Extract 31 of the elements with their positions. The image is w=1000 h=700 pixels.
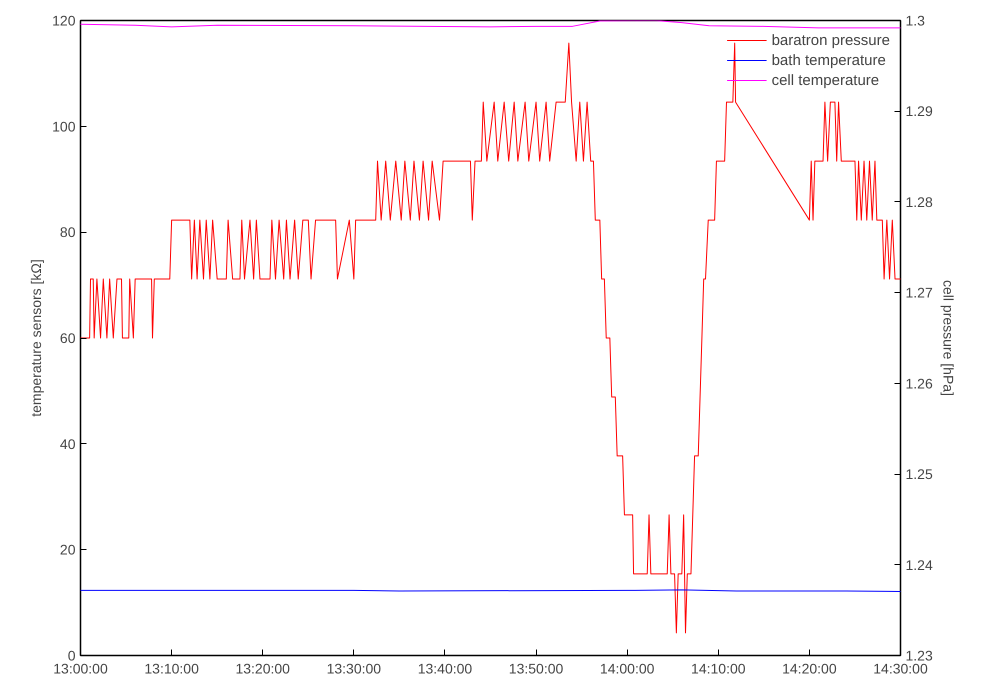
x-tick-label: 13:50:00	[508, 660, 564, 676]
y-tick-label: 0	[68, 648, 76, 664]
x-tick-label: 13:10:00	[144, 660, 200, 676]
x-tick-label: 14:10:00	[691, 660, 746, 676]
y2-tick-label: 1.3	[906, 12, 926, 28]
y-tick-label: 120	[52, 12, 76, 28]
y2-tick-label: 1.29	[906, 103, 933, 120]
y2-axis-title: cell pressure [hPa]	[940, 280, 957, 396]
x-tick-label: 14:20:00	[782, 660, 837, 676]
y2-tick-label: 1.25	[906, 466, 933, 482]
line-series	[80, 20, 900, 28]
y-tick-label: 100	[52, 118, 76, 134]
y-tick-label: 80	[60, 224, 76, 240]
y-tick-label: 20	[60, 542, 76, 558]
x-tick-label: 14:30:00	[873, 660, 928, 676]
y-tick-label: 40	[60, 436, 76, 452]
y2-tick-label: 1.23	[906, 648, 933, 664]
legend-label: bath temperature	[772, 52, 886, 68]
y2-tick-label: 1.24	[906, 556, 933, 573]
legend-label: baratron pressure	[772, 32, 890, 48]
y-axis-title: temperature sensors [kΩ]	[28, 259, 44, 417]
x-tick-label: 13:00:00	[53, 660, 108, 676]
y2-tick-label: 1.26	[906, 375, 933, 392]
y-tick-label: 60	[60, 330, 76, 346]
y2-tick-label: 1.28	[906, 194, 933, 210]
legend-label: cell temperature	[772, 72, 880, 88]
x-tick-label: 13:20:00	[235, 660, 290, 676]
x-tick-label: 14:00:00	[600, 660, 655, 676]
x-tick-label: 13:30:00	[326, 660, 382, 676]
x-tick-label: 13:40:00	[418, 660, 472, 676]
y2-tick-label: 1.27	[906, 284, 933, 301]
